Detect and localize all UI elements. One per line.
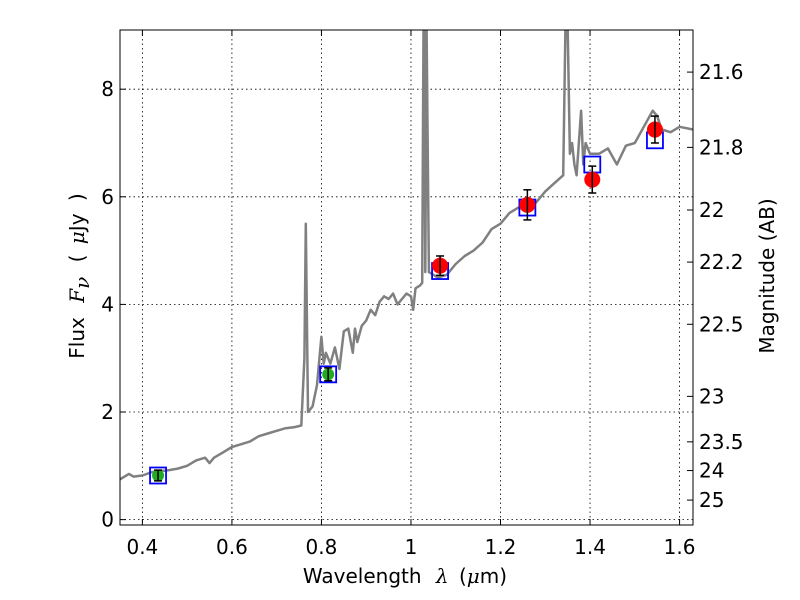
magnitude-tick-label: 22 <box>699 198 724 222</box>
x-tick-label: 1 <box>405 535 418 559</box>
magnitude-tick-label: 21.8 <box>699 135 744 159</box>
y-axis: 0 2 4 6 8 <box>101 77 126 532</box>
x-axis: 0.4 0.6 0.8 1 1.2 1.4 1.6 <box>126 30 695 559</box>
observed-photometry-layer <box>152 115 663 482</box>
y-tick-label: 2 <box>101 400 114 424</box>
y-axis-label: Flux Fν ( μJy ) <box>65 193 94 358</box>
magnitude-tick-label: 23 <box>699 384 724 408</box>
x-tick-label: 0.4 <box>126 535 158 559</box>
plot-data-layer <box>120 30 693 485</box>
y-tick-label: 0 <box>101 508 114 532</box>
magnitude-axis: 21.6 21.8 22 22.2 22.5 23 23.5 24 25 <box>687 60 744 512</box>
grid-layer <box>120 30 693 525</box>
x-axis-label: Wavelength λ (μm) <box>303 564 507 588</box>
x-tick-label: 0.8 <box>306 535 338 559</box>
plot-frame <box>119 29 694 526</box>
x-tick-label: 1.4 <box>574 535 606 559</box>
model-photometry-marker <box>319 365 338 384</box>
magnitude-axis-label: Magnitude (AB) <box>755 198 779 353</box>
magnitude-tick-label: 24 <box>699 459 724 483</box>
model-spectrum-line <box>120 30 693 481</box>
magnitude-tick-label: 22.2 <box>699 250 744 274</box>
y-tick-label: 6 <box>101 185 114 209</box>
magnitude-tick-label: 22.5 <box>699 312 744 336</box>
y-tick-label: 8 <box>101 77 114 101</box>
magnitude-tick-label: 23.5 <box>699 430 744 454</box>
magnitude-tick-label: 25 <box>699 488 724 512</box>
model-photometry-layer <box>149 131 664 485</box>
y-tick-label: 4 <box>101 292 114 316</box>
x-tick-label: 1.6 <box>664 535 696 559</box>
magnitude-tick-label: 21.6 <box>699 60 744 84</box>
model-photometry-marker <box>149 466 167 485</box>
x-tick-label: 0.6 <box>216 535 248 559</box>
x-tick-label: 1.2 <box>485 535 517 559</box>
